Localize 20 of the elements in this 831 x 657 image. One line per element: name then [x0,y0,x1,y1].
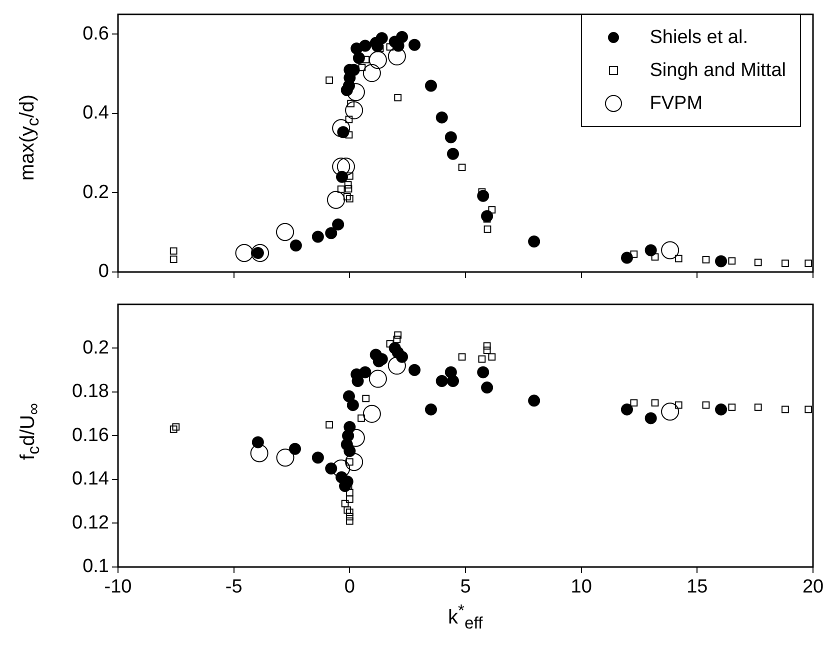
y-tick-label: 0.1 [82,556,109,578]
x-tick-label: -5 [225,576,242,598]
y-tick-label: 0.16 [72,424,109,446]
x-tick-label: 15 [686,576,708,598]
legend-label: FVPM [650,92,703,114]
y-tick-label: 0.18 [72,381,109,402]
y-tick-label: 0.2 [82,337,109,358]
x-tick-label: 5 [460,576,471,598]
y-tick-label: 0 [98,261,109,282]
x-tick-label: 10 [570,576,592,598]
y-tick-label: 0.6 [82,23,109,44]
legend-label: Shiels et al. [650,26,748,48]
y-tick-label: 0.14 [72,468,110,490]
y-tick-label: 0.4 [82,102,110,124]
legend-label: Singh and Mittal [650,60,786,82]
y-tick-label: 0.2 [82,182,109,203]
y-tick-label: 0.12 [72,512,109,534]
x-tick-label: 20 [802,576,824,598]
x-tick-label: 0 [344,576,355,598]
x-tick-label: -10 [104,576,132,598]
